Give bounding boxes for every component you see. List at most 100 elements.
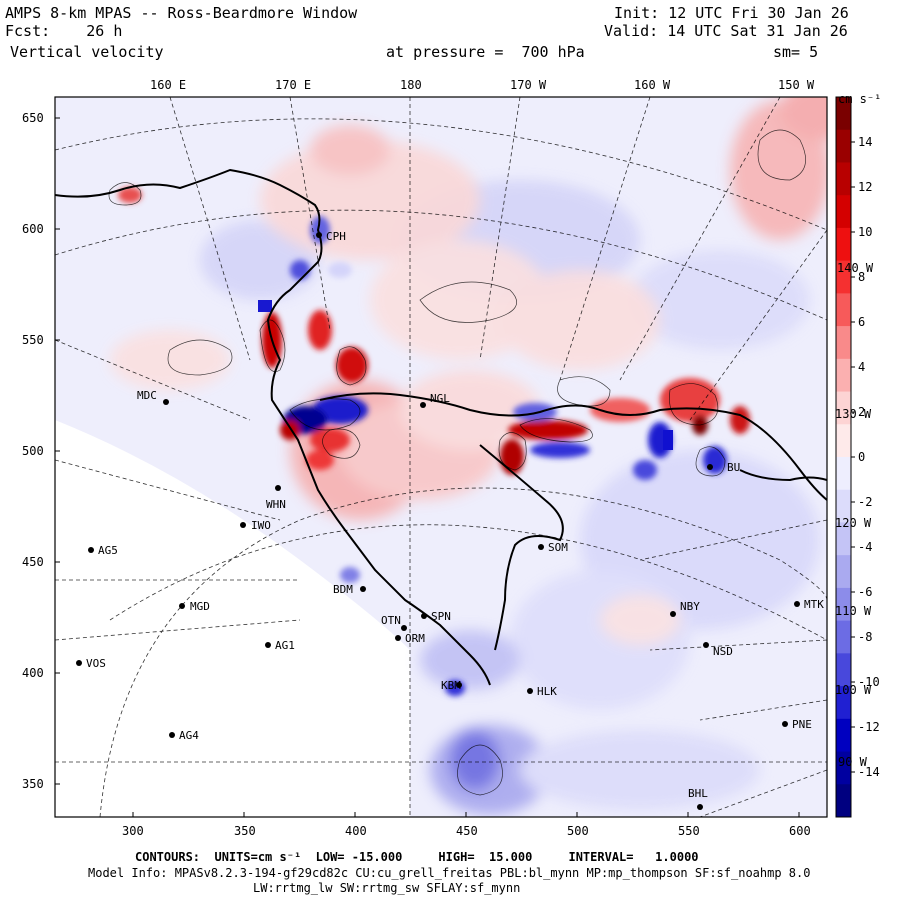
colorbar-label: -8 <box>858 630 872 644</box>
station-pne: PNE <box>782 718 812 731</box>
station-bu: BU <box>707 461 740 474</box>
colorbar-label: -10 <box>858 675 880 689</box>
y-tick-650: 650 <box>22 111 44 125</box>
colorbar-swatch <box>836 358 851 393</box>
lon-label-170e: 170 E <box>275 78 311 92</box>
station-bdm: BDM <box>333 583 366 596</box>
y-tick-500: 500 <box>22 444 44 458</box>
colorbar-label: 14 <box>858 135 872 149</box>
colorbar: 14 12 10 8 6 4 2 0 -2 -4 -6 -8 -10 -12 -14 <box>835 96 880 818</box>
station-iwo: IWO <box>240 519 271 532</box>
svg-text:HLK: HLK <box>537 685 557 698</box>
colorbar-swatch <box>836 718 851 753</box>
lon-label-140w: 140 W <box>837 261 874 275</box>
colorbar-swatch <box>836 129 851 163</box>
colorbar-swatch <box>836 162 851 196</box>
colorbar-swatch <box>836 522 851 556</box>
valid-time: Valid: 14 UTC Sat 31 Jan 26 <box>604 22 848 40</box>
vertical-velocity-field <box>55 97 827 817</box>
station-ag4: AG4 <box>169 729 199 742</box>
x-tick-550: 550 <box>678 824 700 838</box>
svg-text:VOS: VOS <box>86 657 106 670</box>
colorbar-swatch <box>836 587 851 622</box>
fcst-hours: 26 h <box>86 22 123 40</box>
colorbar-swatch <box>836 195 851 229</box>
colorbar-swatch <box>836 424 851 458</box>
svg-text:NSD: NSD <box>713 645 733 658</box>
svg-text:MDC: MDC <box>137 389 157 402</box>
colorbar-swatch <box>836 457 851 491</box>
svg-text:MTK: MTK <box>804 598 824 611</box>
colorbar-swatch <box>836 391 851 425</box>
colorbar-label: 10 <box>858 225 872 239</box>
colorbar-label: -2 <box>858 495 872 509</box>
svg-text:KBM: KBM <box>441 679 461 692</box>
colorbar-swatch <box>836 686 851 720</box>
station-otn: OTN <box>381 614 407 631</box>
svg-text:AG1: AG1 <box>275 639 295 652</box>
lon-label-100w: 100 W <box>835 683 872 697</box>
colorbar-label: -12 <box>858 720 880 734</box>
svg-text:PNE: PNE <box>792 718 812 731</box>
station-cph: CPH <box>316 230 346 243</box>
colorbar-units: cm s⁻¹ <box>838 92 881 106</box>
station-kbm: KBM <box>441 679 462 692</box>
y-tick-450: 450 <box>22 555 44 569</box>
colorbar-label: 0 <box>858 450 865 464</box>
station-bhl: BHL <box>688 787 708 810</box>
station-mdc: MDC <box>137 389 169 405</box>
colorbar-label: 8 <box>858 270 865 284</box>
colorbar-swatch <box>836 293 851 327</box>
colorbar-swatch <box>836 489 851 523</box>
svg-text:WHN: WHN <box>266 498 286 511</box>
lon-label-90w: 90 W <box>838 755 868 769</box>
station-hlk: HLK <box>527 685 557 698</box>
svg-text:OTN: OTN <box>381 614 401 627</box>
contour-info: CONTOURS: UNITS=cm s⁻¹ LOW= -15.000 HIGH… <box>135 850 699 864</box>
station-ag1: AG1 <box>265 639 295 652</box>
y-tick-350: 350 <box>22 777 44 791</box>
pressure-level: at pressure = 700 hPa <box>386 43 585 61</box>
colorbar-swatch <box>836 555 851 589</box>
forecast-label: Fcst: 26 h <box>5 22 122 40</box>
colorbar-label: 12 <box>858 180 872 194</box>
colorbar-label: 6 <box>858 315 865 329</box>
station-spn: SPN <box>421 610 451 623</box>
svg-text:BU: BU <box>727 461 740 474</box>
colorbar-swatch <box>836 751 851 785</box>
station-nsd: NSD <box>703 642 733 658</box>
x-tick-450: 450 <box>456 824 478 838</box>
colorbar-label: 4 <box>858 360 865 374</box>
station-vos: VOS <box>76 657 106 670</box>
colorbar-swatch <box>836 227 851 262</box>
model-info-line2: LW:rrtmg_lw SW:rrtmg_sw SFLAY:sf_mynn <box>253 881 521 895</box>
colorbar-swatch <box>836 97 851 131</box>
plot-frame <box>54 96 828 818</box>
svg-text:SPN: SPN <box>431 610 451 623</box>
station-mgd: MGD <box>179 600 210 613</box>
lon-label-180: 180 <box>400 78 422 92</box>
lon-label-120w: 120 W <box>835 516 872 530</box>
colorbar-swatch <box>836 326 851 360</box>
y-tick-600: 600 <box>22 222 44 236</box>
svg-text:BDM: BDM <box>333 583 353 596</box>
colorbar-swatch <box>836 620 851 654</box>
x-tick-300: 300 <box>122 824 144 838</box>
stations: CPH MDC NGL WHN IWO AG5 SOM BDM MGD NBY … <box>76 230 824 810</box>
map-title: AMPS 8-km MPAS -- Ross-Beardmore Window <box>5 4 358 22</box>
x-axis: 300 350 400 450 500 550 600 <box>122 812 811 838</box>
fcst-label: Fcst: <box>5 22 51 40</box>
svg-text:MGD: MGD <box>190 600 210 613</box>
colorbar-swatch <box>836 784 851 818</box>
colorbar-label: 2 <box>858 405 865 419</box>
y-axis: 650 600 550 500 450 400 350 <box>22 111 60 791</box>
station-som: SOM <box>538 541 568 554</box>
svg-text:NBY: NBY <box>680 600 700 613</box>
station-nby: NBY <box>670 600 700 617</box>
station-orm: ORM <box>395 632 425 645</box>
lon-label-160e: 160 E <box>150 78 186 92</box>
colorbar-swatch <box>836 260 851 294</box>
svg-text:IWO: IWO <box>251 519 271 532</box>
lon-label-170w: 170 W <box>510 78 547 92</box>
colorbar-label: -14 <box>858 765 880 779</box>
